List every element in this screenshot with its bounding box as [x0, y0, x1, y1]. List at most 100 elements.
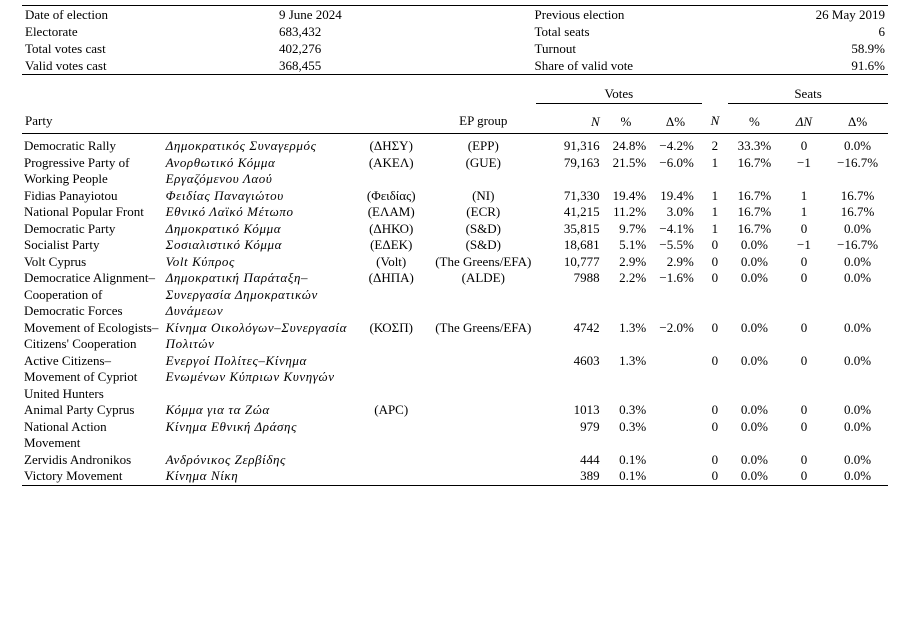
seats: 2 [711, 138, 719, 153]
party-name: Democratice Alignment–Cooperation of Dem… [24, 270, 156, 318]
seat-share-change: −16.7% [837, 237, 879, 252]
summary-value: 91.6% [851, 58, 885, 73]
column-header: % [728, 103, 781, 134]
vote-share: 1.3% [619, 319, 647, 335]
party-row: Democratic Rally Δημοκρατικός Συναγερμός (… [22, 134, 888, 155]
seats: 0 [711, 253, 719, 269]
abbreviation: (ΑΚΕΛ) [368, 154, 414, 170]
greek-name: Ανορθωτικό Κόμμα Εργαζόμενου Λαού [165, 154, 276, 187]
seat-change: 1 [800, 204, 808, 219]
party-row: Active Citizens–Movement of Cypriot Unit… [22, 353, 888, 403]
seat-change: 0 [800, 253, 808, 269]
vote-share: 0.3% [619, 418, 647, 434]
vote-share: 24.8% [612, 138, 647, 153]
votes: 4603 [573, 352, 600, 368]
vote-change: −6.0% [659, 154, 694, 170]
greek-name: Φειδίας Παναγιώτου [165, 187, 284, 203]
votes: 7988 [573, 270, 600, 285]
abbreviation: (ΚΟΣΠ) [369, 319, 413, 335]
party-row: Zervidis Andronikos Ανδρόνικος Ζερβίδης 44… [22, 452, 888, 469]
column-header: Δ% [649, 103, 702, 134]
vote-change: −1.6% [659, 270, 694, 285]
summary-label: Total seats [534, 24, 590, 39]
greek-name: Κόμμα για τα Ζώα [165, 402, 270, 417]
seat-share: 16.7% [737, 154, 772, 170]
vote-change: 19.4% [660, 187, 694, 203]
party-name: National Action Movement [24, 418, 107, 451]
seat-share-change: 0.0% [844, 468, 872, 483]
seat-share: 16.7% [737, 187, 772, 203]
summary-value: 6 [878, 24, 886, 39]
vote-share: 0.3% [619, 402, 647, 417]
summary-table: Date of election 9 June 2024 Previous elec… [22, 5, 888, 75]
greek-name: Κίνημα Οικολόγων–Συνεργασία Πολιτών [165, 319, 348, 352]
votes: 18,681 [563, 237, 600, 252]
party-name: Fidias Panayiotou [24, 187, 118, 203]
party-name: Movement of Ecologists–Citizens' Coopera… [24, 319, 159, 352]
party-row: Socialist Party Σοσιαλιστικό Κόμμα (ΕΔΕΚ) (… [22, 237, 888, 254]
seat-change: −1 [797, 237, 811, 252]
party-row: Democratic Party Δημοκρατικό Κόμμα (ΔΗΚΟ) (… [22, 221, 888, 238]
party-name: Democratic Party [24, 220, 116, 236]
ep-group: (EPP) [467, 138, 499, 153]
seat-share: 0.0% [740, 402, 768, 417]
seats: 0 [711, 270, 719, 285]
seat-change: 0 [800, 451, 808, 467]
column-header-row: Party EP group N% Δ% N% ΔN Δ% [22, 103, 888, 134]
seats: 0 [711, 319, 719, 335]
seat-share: 0.0% [740, 253, 768, 269]
greek-name: Ανδρόνικος Ζερβίδης [165, 451, 286, 467]
party-row: National Action Movement Κίνημα Εθνική Δρ… [22, 419, 888, 452]
summary-value: 402,276 [278, 41, 322, 56]
summary-label: Turnout [534, 41, 576, 56]
seat-share-change: 16.7% [840, 204, 875, 219]
summary-label: Valid votes cast [25, 58, 107, 73]
seats: 0 [711, 352, 719, 368]
ep-group: (S&D) [465, 237, 501, 252]
column-header: N [701, 103, 729, 134]
empty-cell [431, 419, 536, 452]
column-header: ΔN [780, 103, 828, 134]
votes: 4742 [573, 319, 600, 335]
seat-share: 0.0% [740, 468, 768, 483]
votes: 35,815 [563, 220, 600, 236]
party-row: Fidias Panayiotou Φειδίας Παναγιώτου (Φειδ… [22, 188, 888, 205]
seat-share-change: 0.0% [844, 220, 872, 236]
column-header: EP group [430, 103, 536, 134]
party-row: Movement of Ecologists–Citizens' Coopera… [22, 320, 888, 353]
greek-name: Δημοκρατική Παράταξη–Συνεργασία Δημοκρατ… [165, 270, 318, 318]
seats: 1 [711, 187, 719, 203]
ep-group: (S&D) [465, 220, 501, 236]
summary-label: Electorate [25, 24, 78, 39]
party-name: Democratic Rally [24, 138, 117, 153]
seat-share-change: 0.0% [844, 418, 872, 434]
party-name: Victory Movement [24, 468, 123, 483]
votes: 979 [580, 418, 600, 434]
seat-share: 0.0% [740, 451, 768, 467]
votes: 444 [580, 451, 600, 467]
seat-share-change: −16.7% [837, 154, 879, 170]
column-header: Δ% [827, 103, 888, 134]
group-header-row: Votes Seats [22, 86, 888, 104]
seat-share: 33.3% [737, 138, 772, 153]
column-header: % [602, 103, 650, 134]
empty-cell [649, 468, 702, 485]
column-header: N [535, 103, 603, 134]
seats: 0 [711, 237, 719, 252]
vote-share: 2.9% [619, 253, 647, 269]
seat-change: 1 [800, 187, 808, 203]
summary-row: Valid votes cast 368,455 Share of valid vo… [22, 57, 888, 75]
summary-label: Share of valid vote [534, 58, 634, 73]
party-name: Zervidis Andronikos [24, 451, 132, 467]
abbreviation: (ΔΗΣΥ) [369, 138, 413, 153]
seat-change: 0 [800, 352, 808, 368]
party-row: Volt Cyprus Volt Κύπρος (Volt) (The Greens/… [22, 254, 888, 271]
abbreviation: (Φειδίας) [366, 187, 416, 203]
seat-share: 16.7% [737, 204, 772, 219]
seat-share-change: 0.0% [844, 402, 872, 417]
spacer [702, 86, 728, 103]
summary-label: Date of election [25, 7, 109, 22]
party-row: National Popular Front Εθνικό Λαϊκό Μέτωπ… [22, 204, 888, 221]
group-header: Votes [535, 86, 702, 104]
seat-change: 0 [800, 270, 808, 285]
